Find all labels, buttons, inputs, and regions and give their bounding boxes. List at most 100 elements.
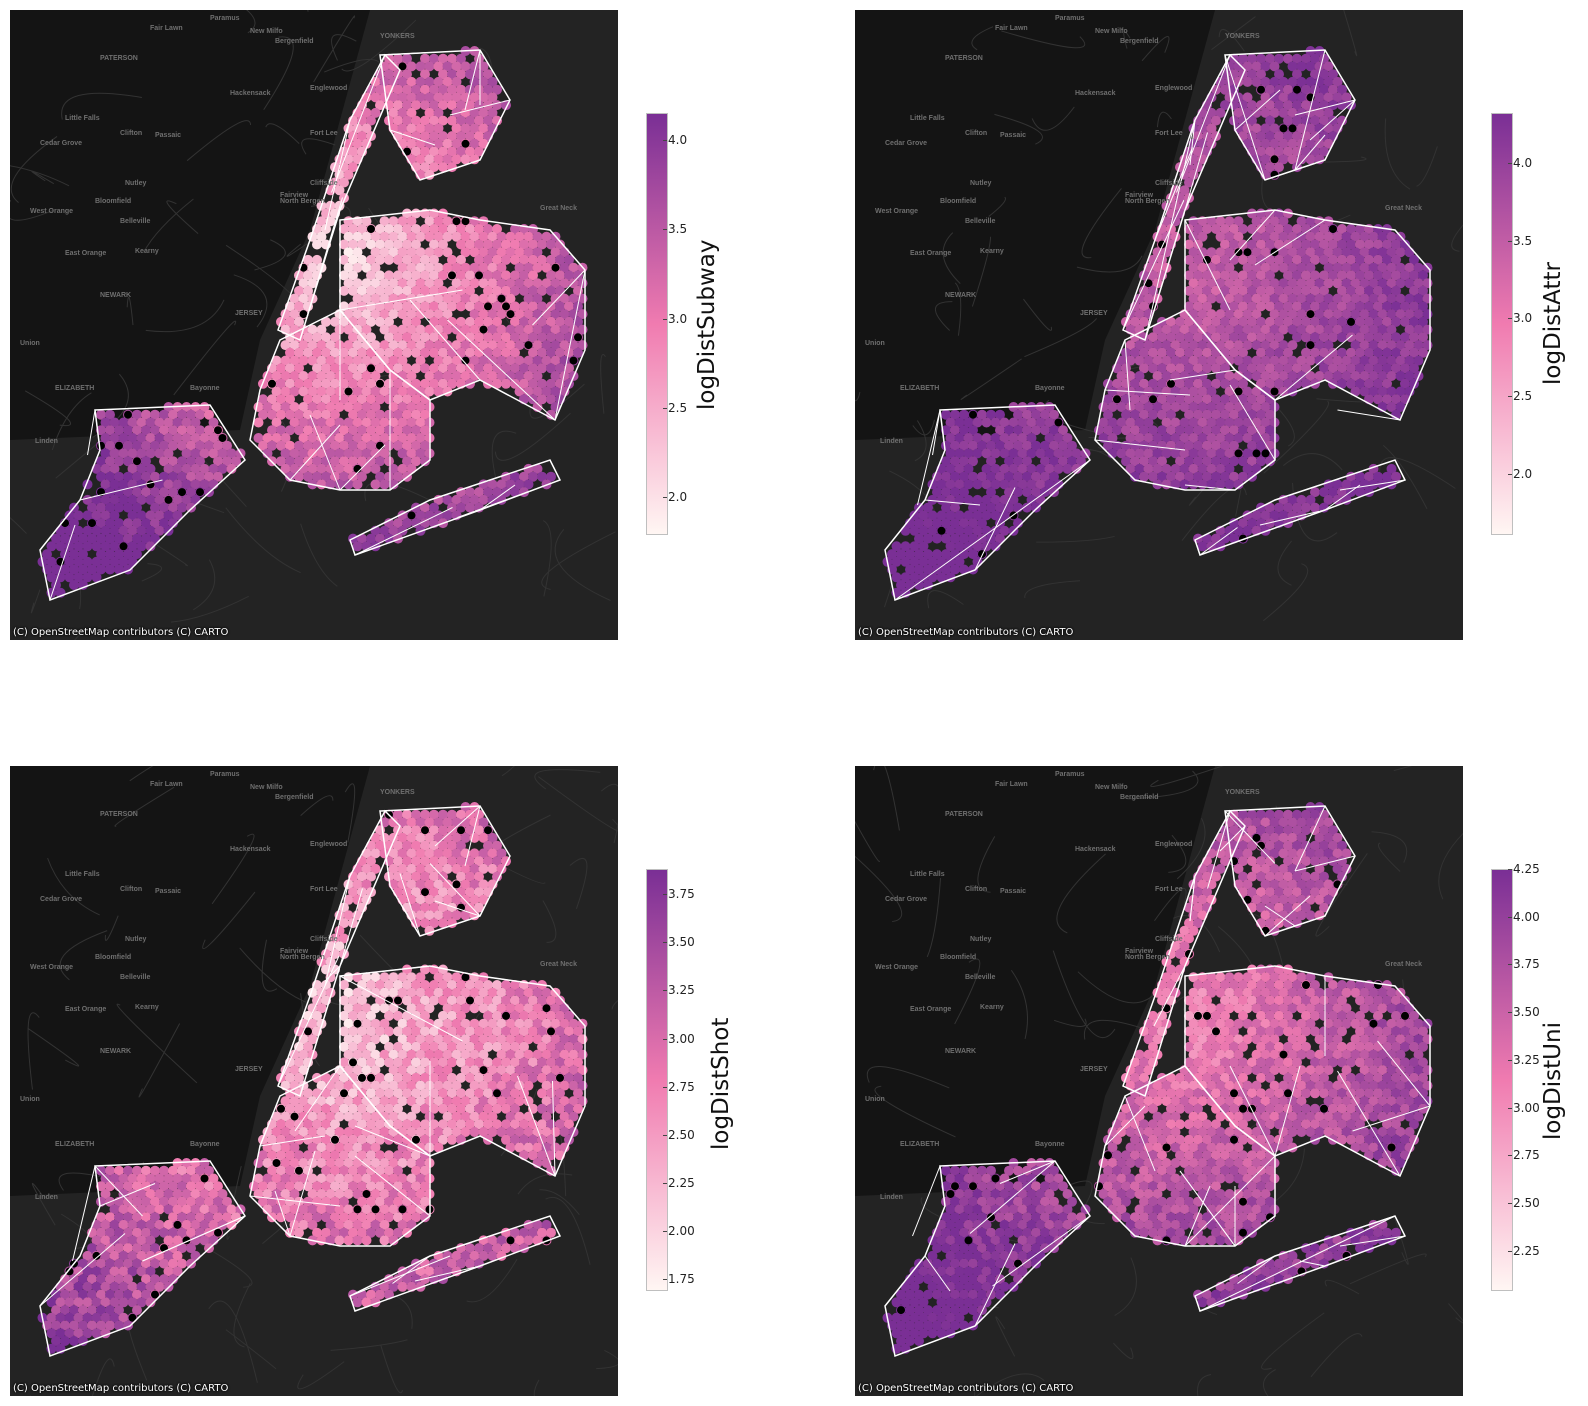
hexbin-cell <box>1323 262 1334 273</box>
hexbin-cell <box>168 1212 178 1223</box>
hexbin-cell <box>109 1297 120 1308</box>
hexbin-cell <box>1260 817 1271 828</box>
hexbin-cell <box>393 332 403 343</box>
hexbin-cell <box>1238 53 1248 64</box>
hexbin-cell <box>348 1103 358 1114</box>
hexbin-cell <box>213 471 223 482</box>
hexbin-cell <box>109 417 120 428</box>
hexbin-cell <box>384 1041 394 1052</box>
hexbin-cell <box>1148 347 1158 358</box>
hexbin-cell <box>343 1173 354 1184</box>
hexbin-cell <box>999 510 1010 521</box>
hexbin-cell <box>1211 409 1221 420</box>
hexbin-cell <box>118 1312 129 1323</box>
hexbin-cell <box>321 1088 331 1099</box>
hexbin-cell <box>487 1111 498 1122</box>
hexbin-cell <box>105 1289 115 1300</box>
hexbin-cell <box>172 510 183 521</box>
hexbin-cell <box>1278 324 1289 335</box>
hexbin-cell <box>1224 262 1235 273</box>
hexbin-cell <box>1179 402 1190 412</box>
hexbin-cell <box>528 995 538 1006</box>
tract-boundary <box>94 1165 143 1217</box>
hexbin-cell <box>945 479 956 490</box>
hexbin-cell <box>186 1165 196 1176</box>
hexbin-cell <box>213 1212 223 1223</box>
hexbin-cell <box>1283 363 1293 374</box>
hexbin-cell <box>541 278 552 289</box>
hexbin-cell <box>1256 69 1266 80</box>
hexbin-cell <box>429 980 439 990</box>
missing-cell <box>551 263 560 272</box>
hexbin-cell <box>1229 254 1239 265</box>
hexbin-cell <box>1211 316 1221 327</box>
hexbin-cell <box>168 409 178 420</box>
hexbin-cell <box>1170 433 1181 443</box>
hexbin-cell <box>483 1057 493 1068</box>
hexbin-cell <box>1296 123 1307 134</box>
hexbin-cell <box>393 1227 403 1238</box>
hexbin-cell <box>303 1165 313 1176</box>
hexbin-cell <box>1355 224 1365 234</box>
missing-cell <box>367 225 375 233</box>
hexbin-cell <box>559 1096 570 1107</box>
hexbin-cell <box>1337 301 1347 312</box>
hexbin-cell <box>1184 378 1194 389</box>
hexbin-cell <box>397 1049 408 1060</box>
hexbin-cell <box>352 1173 363 1184</box>
hexbin-cell <box>60 1320 70 1331</box>
hexbin-cell <box>334 1219 345 1230</box>
hexbin-cell <box>339 316 349 327</box>
hexbin-cell <box>321 1227 331 1238</box>
hexbin-cell <box>276 1181 286 1192</box>
hexbin-cell <box>1017 448 1028 459</box>
hexbin-cell <box>528 1057 538 1068</box>
hexbin-cell <box>447 1072 457 1083</box>
hexbin-cell <box>339 254 349 265</box>
hexbin-cell <box>1139 316 1149 327</box>
hexbin-cell <box>127 1235 138 1246</box>
hexbin-cell <box>456 1258 466 1269</box>
hexbin-cell <box>519 1026 529 1037</box>
hexbin-cell <box>55 1297 66 1308</box>
hexbin-cell <box>1220 254 1230 265</box>
hexbin-cell <box>303 1212 313 1223</box>
hexbin-cell <box>1274 131 1284 142</box>
hexbin-cell <box>361 987 372 998</box>
hexbin-cell <box>474 1119 484 1130</box>
hexbin-cell <box>573 1103 583 1114</box>
basemap-place-label: North Bergen <box>280 198 325 205</box>
hexbin-cell <box>1175 471 1185 482</box>
hexbin-cell <box>411 825 421 836</box>
hexbin-cell <box>1125 417 1136 428</box>
hexbin-cell <box>564 270 574 281</box>
hexbin-cell <box>141 518 151 529</box>
missing-cell <box>1203 255 1211 264</box>
hexbin-cell <box>384 1227 394 1238</box>
hexbin-cell <box>298 293 309 304</box>
hexbin-cell <box>1359 293 1370 304</box>
hexbin-cell <box>1170 402 1181 412</box>
hexbin-cell <box>420 902 430 913</box>
hexbin-cell <box>1310 69 1320 80</box>
hexbin-cell <box>438 131 448 142</box>
hexbin-cell <box>972 525 983 536</box>
hexbin-cell <box>361 371 372 381</box>
hexbin-cell <box>393 301 403 312</box>
hexbin-cell <box>321 456 331 467</box>
hexbin-cell <box>968 502 978 513</box>
hexbin-cell <box>357 1026 367 1037</box>
basemap-road <box>954 958 981 1025</box>
hexbin-cell <box>1314 309 1325 320</box>
hexbin-cell <box>1278 510 1289 521</box>
hexbin-cell <box>172 417 183 428</box>
hexbin-cell <box>1116 386 1127 397</box>
hexbin-cell <box>541 987 552 998</box>
hexbin-cell <box>172 1204 183 1215</box>
tract-boundary <box>1184 484 1236 491</box>
hexbin-cell <box>312 1119 322 1130</box>
hexbin-cell <box>1319 347 1329 358</box>
hexbin-cell <box>258 409 268 420</box>
hexbin-cell <box>1382 394 1392 405</box>
hexbin-cell <box>370 371 381 381</box>
